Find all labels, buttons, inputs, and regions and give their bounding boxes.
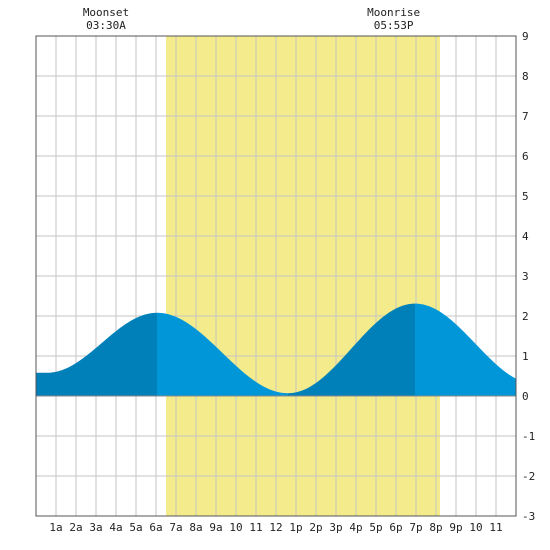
y-tick-label: 0 bbox=[522, 390, 529, 403]
y-tick-label: 4 bbox=[522, 230, 529, 243]
x-tick-label: 4a bbox=[109, 521, 122, 534]
y-tick-label: 6 bbox=[522, 150, 529, 163]
x-tick-label: 4p bbox=[349, 521, 362, 534]
x-tick-label: 1a bbox=[49, 521, 62, 534]
y-tick-label: -1 bbox=[522, 430, 535, 443]
x-tick-label: 10 bbox=[469, 521, 482, 534]
x-tick-labels: 1a 2a 3a 4a 5a 6a 7a 8a 9a 10 11 12 1p 2p 3p 4p 5p 6p 7p 8p… bbox=[49, 521, 502, 534]
y-tick-label: 3 bbox=[522, 270, 529, 283]
x-tick-label: 1p bbox=[289, 521, 302, 534]
x-tick-label: 8a bbox=[189, 521, 202, 534]
x-tick-label: 9a bbox=[209, 521, 222, 534]
x-tick-label: 12 bbox=[269, 521, 282, 534]
x-tick-label: 2p bbox=[309, 521, 322, 534]
x-tick-label: 2a bbox=[69, 521, 82, 534]
x-tick-label: 6a bbox=[149, 521, 162, 534]
tide-area bbox=[36, 303, 516, 396]
x-tick-label: 11 bbox=[489, 521, 502, 534]
y-tick-label: 9 bbox=[522, 30, 529, 43]
x-tick-label: 8p bbox=[429, 521, 442, 534]
x-tick-label: 5a bbox=[129, 521, 142, 534]
moon-event-label: Moonrise bbox=[367, 6, 420, 19]
x-tick-label: 5p bbox=[369, 521, 382, 534]
moon-event-label: Moonset bbox=[83, 6, 129, 19]
y-tick-label: 2 bbox=[522, 310, 529, 323]
x-tick-label: 6p bbox=[389, 521, 402, 534]
x-tick-label: 7p bbox=[409, 521, 422, 534]
y-tick-labels: -3 -2 -1 0 1 2 3 4 5 6 7 8 9 bbox=[522, 30, 535, 523]
plot-frame bbox=[35, 35, 517, 517]
rising-tide-segment bbox=[36, 372, 47, 396]
moon-event-time: 05:53P bbox=[374, 19, 414, 32]
falling-tide-segment bbox=[157, 312, 288, 396]
y-tick-label: 5 bbox=[522, 190, 529, 203]
rising-tide-segment bbox=[47, 312, 157, 396]
x-tick-label: 7a bbox=[169, 521, 182, 534]
x-tick-label: 9p bbox=[449, 521, 462, 534]
x-tick-label: 3p bbox=[329, 521, 342, 534]
y-tick-label: 1 bbox=[522, 350, 529, 363]
y-tick-label: -3 bbox=[522, 510, 535, 523]
grid-lines bbox=[36, 35, 516, 517]
y-tick-label: 7 bbox=[522, 110, 529, 123]
rising-tide-segment bbox=[288, 303, 415, 396]
y-tick-label: -2 bbox=[522, 470, 535, 483]
falling-tide-segment bbox=[415, 303, 516, 396]
x-tick-label: 11 bbox=[249, 521, 262, 534]
x-tick-label: 3a bbox=[89, 521, 102, 534]
x-tick-label: 10 bbox=[229, 521, 242, 534]
y-tick-label: 8 bbox=[522, 70, 529, 83]
moon-event-time: 03:30A bbox=[86, 19, 126, 32]
